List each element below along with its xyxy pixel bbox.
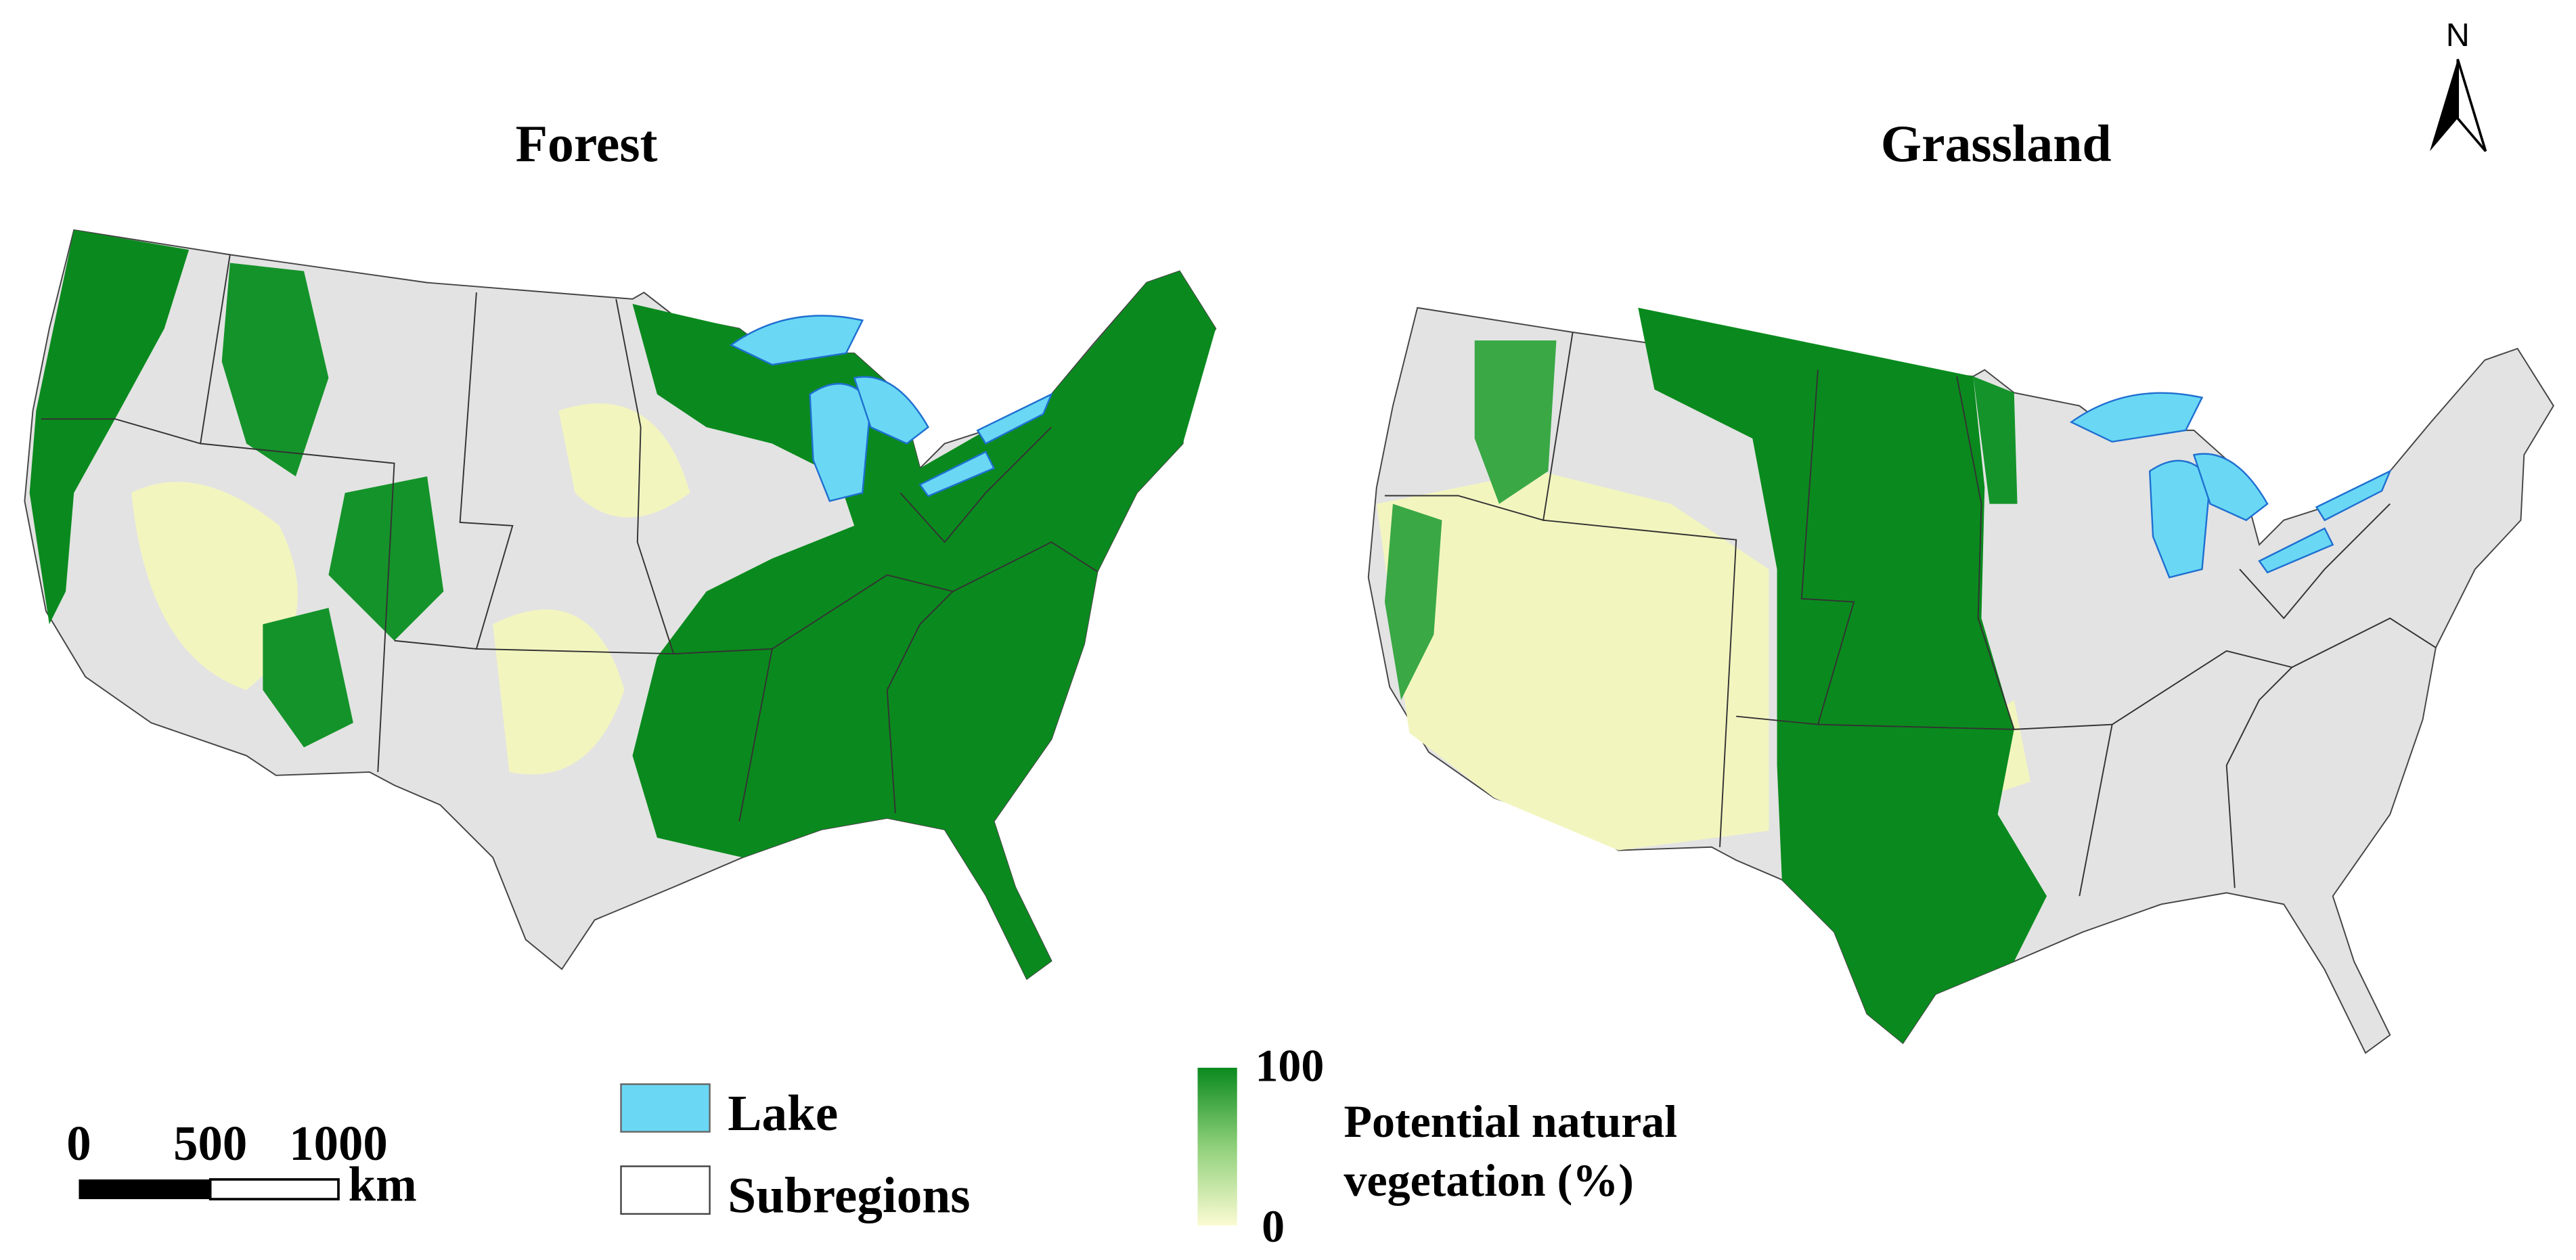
scale-label: 1000 <box>289 1116 388 1171</box>
scale-bar: 0 500 1000 km <box>66 1116 416 1212</box>
colorbar-title: vegetation (%) <box>1344 1154 1634 1206</box>
scale-unit: km <box>349 1156 417 1211</box>
scale-label: 500 <box>173 1116 247 1171</box>
map-title: Grassland <box>1881 114 2112 173</box>
colorbar-max: 100 <box>1255 1039 1324 1091</box>
north-label: N <box>2446 17 2470 53</box>
colorbar: 100 0 Potential natural vegetation (%) <box>1197 1039 1677 1252</box>
colorbar-title: Potential natural <box>1344 1096 1678 1147</box>
grassland-map <box>1367 307 2554 1054</box>
colorbar-min: 0 <box>1262 1200 1285 1252</box>
legend: Lake Subregions <box>620 1083 971 1223</box>
legend-label: Subregions <box>728 1167 970 1223</box>
scale-label: 0 <box>66 1116 91 1171</box>
map-title: Forest <box>516 114 658 173</box>
legend-label: Lake <box>728 1085 838 1142</box>
north-arrow: N <box>2429 17 2487 152</box>
forest-map <box>24 229 1217 981</box>
